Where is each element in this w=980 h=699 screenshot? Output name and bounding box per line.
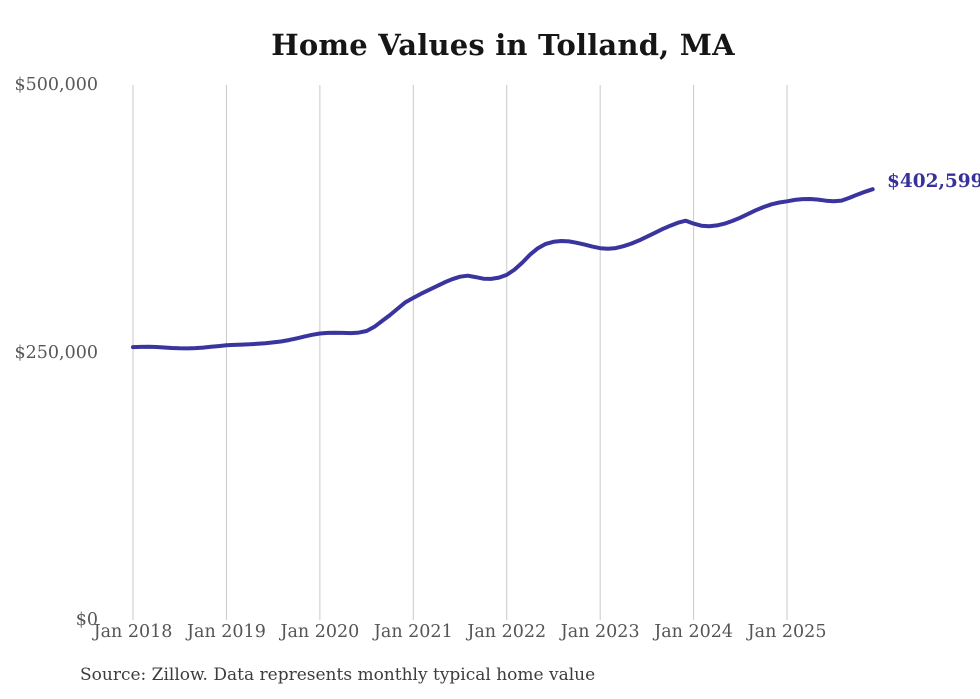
x-tick-label: Jan 2020	[280, 622, 360, 642]
year-gridlines	[132, 85, 788, 620]
source-note: Source: Zillow. Data represents monthly …	[80, 665, 596, 685]
current-value-label: $402,599	[887, 171, 980, 192]
y-tick-label: $500,000	[14, 75, 98, 95]
x-tick-label: Jan 2021	[373, 622, 453, 642]
x-tick-label: Jan 2019	[187, 622, 266, 642]
x-tick-label: Jan 2023	[560, 622, 640, 642]
x-tick-label: Jan 2024	[654, 622, 734, 642]
y-tick-label: $0	[75, 610, 98, 630]
chart-title: Home Values in Tolland, MA	[271, 28, 735, 62]
x-tick-label: Jan 2025	[747, 622, 827, 642]
y-tick-label: $250,000	[14, 342, 98, 363]
home-value-line	[131, 187, 875, 351]
x-tick-label: Jan 2018	[93, 622, 173, 642]
x-tick-label: Jan 2022	[467, 622, 547, 642]
